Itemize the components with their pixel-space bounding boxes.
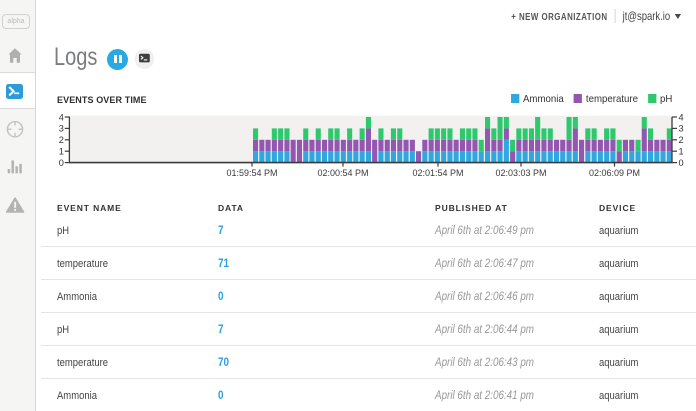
svg-text:02:03:03 PM: 02:03:03 PM bbox=[496, 168, 547, 178]
svg-text:02:06:09 PM: 02:06:09 PM bbox=[589, 168, 640, 178]
svg-text:0: 0 bbox=[679, 158, 684, 168]
svg-text:4: 4 bbox=[59, 112, 64, 122]
svg-text:3: 3 bbox=[59, 124, 64, 134]
svg-text:2: 2 bbox=[59, 135, 64, 145]
svg-text:01:59:54 PM: 01:59:54 PM bbox=[227, 168, 278, 178]
svg-text:0: 0 bbox=[59, 158, 64, 168]
svg-text:2: 2 bbox=[679, 135, 684, 145]
svg-text:1: 1 bbox=[679, 147, 684, 157]
svg-text:3: 3 bbox=[679, 124, 684, 134]
svg-text:02:00:54 PM: 02:00:54 PM bbox=[318, 168, 369, 178]
svg-text:1: 1 bbox=[59, 147, 64, 157]
svg-text:02:01:54 PM: 02:01:54 PM bbox=[413, 168, 464, 178]
svg-text:4: 4 bbox=[679, 112, 684, 122]
